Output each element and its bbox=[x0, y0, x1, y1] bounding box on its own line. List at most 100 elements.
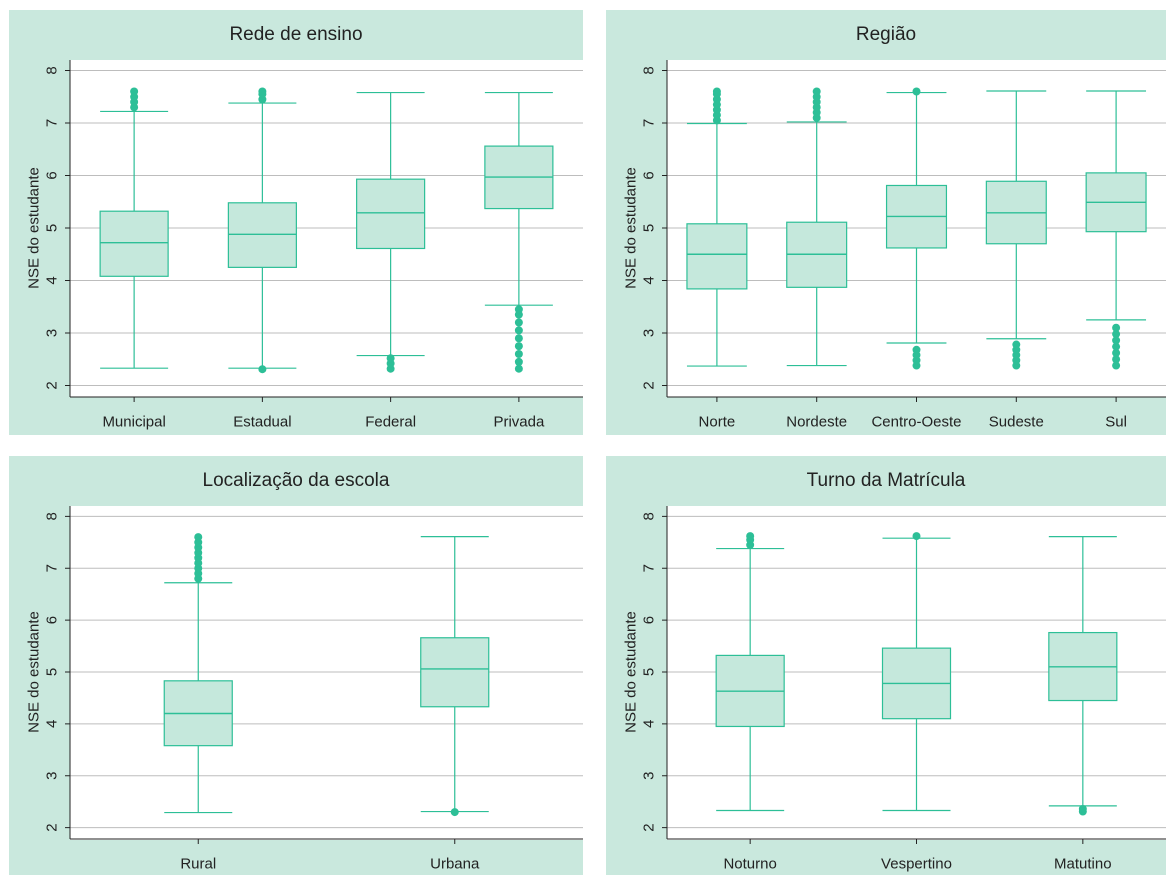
boxplot-chart: 2 3 4 5 6 7 8 NSE do estudante Noturno Vespertino… bbox=[623, 506, 1166, 873]
chart-panel-regiao: Região 2 3 4 5 6 7 8 NSE do estudante Norte Norde… bbox=[606, 10, 1166, 435]
y-tick-label: 6 bbox=[641, 616, 658, 624]
box-group bbox=[686, 87, 748, 367]
box-group bbox=[786, 87, 848, 367]
outlier-point bbox=[514, 318, 523, 327]
box-group bbox=[356, 91, 426, 373]
chart-title: Região bbox=[855, 24, 917, 45]
x-tick-label: Privada bbox=[493, 414, 545, 431]
y-tick-label: 8 bbox=[44, 66, 61, 74]
box-group bbox=[715, 532, 785, 812]
outlier-point bbox=[912, 345, 921, 354]
outlier-point bbox=[1112, 355, 1121, 364]
y-tick-label: 2 bbox=[44, 823, 61, 831]
box-group bbox=[420, 536, 490, 817]
chart-title: Turno da Matrícula bbox=[806, 470, 966, 491]
outlier-point bbox=[514, 364, 523, 373]
outlier-point bbox=[258, 365, 267, 374]
x-tick-label: Vespertino bbox=[881, 856, 952, 873]
iqr-box bbox=[686, 223, 748, 290]
outlier-point bbox=[912, 532, 921, 541]
x-tick-label: Sul bbox=[1105, 414, 1127, 431]
outlier-point bbox=[812, 87, 821, 96]
chart-panel-rede-de-ensino: Rede de ensino 2 3 4 5 6 7 8 NSE do estudante Mu… bbox=[9, 10, 583, 435]
outlier-point bbox=[514, 334, 523, 343]
outlier-point bbox=[514, 342, 523, 351]
chart-title: Rede de ensino bbox=[229, 24, 363, 45]
outlier-point bbox=[1078, 804, 1087, 813]
box-group bbox=[163, 533, 233, 814]
y-tick-label: 3 bbox=[641, 329, 658, 337]
x-tick-label: Norte bbox=[699, 414, 736, 431]
y-tick-label: 8 bbox=[641, 66, 658, 74]
outlier-point bbox=[1112, 361, 1121, 370]
outlier-point bbox=[912, 87, 921, 96]
plot-area bbox=[70, 506, 583, 840]
box-group bbox=[99, 87, 169, 369]
chart-title: Localização da escola bbox=[202, 470, 390, 491]
y-tick-label: 6 bbox=[44, 171, 61, 179]
boxplot-chart: 2 3 4 5 6 7 8 NSE do estudante Municipal Estadual… bbox=[26, 60, 583, 431]
y-tick-label: 4 bbox=[44, 720, 61, 728]
box-group bbox=[227, 87, 297, 374]
y-tick-label: 4 bbox=[44, 276, 61, 284]
outlier-point bbox=[1112, 348, 1121, 357]
y-tick-label: 7 bbox=[44, 564, 61, 572]
outlier-point bbox=[1112, 336, 1121, 345]
box-group bbox=[985, 90, 1047, 370]
y-tick-label: 5 bbox=[44, 668, 61, 676]
y-tick-label: 2 bbox=[641, 381, 658, 389]
outlier-point bbox=[1012, 340, 1021, 349]
y-tick-label: 5 bbox=[641, 224, 658, 232]
iqr-box bbox=[99, 210, 169, 277]
outlier-point bbox=[514, 326, 523, 335]
iqr-box bbox=[356, 178, 426, 250]
outlier-point bbox=[746, 532, 755, 541]
y-tick-label: 7 bbox=[641, 564, 658, 572]
iqr-box bbox=[227, 202, 297, 268]
y-tick-label: 2 bbox=[44, 381, 61, 389]
y-axis-title: NSE do estudante bbox=[623, 167, 640, 289]
chart-panel-turno-da-matricula: Turno da Matrícula 2 3 4 5 6 7 8 NSE do estudan… bbox=[606, 456, 1166, 875]
x-tick-label: Urbana bbox=[430, 856, 480, 873]
y-axis-title: NSE do estudante bbox=[26, 611, 43, 733]
outlier-point bbox=[258, 87, 267, 96]
y-axis-title: NSE do estudante bbox=[26, 167, 43, 289]
y-tick-label: 6 bbox=[641, 171, 658, 179]
y-tick-label: 8 bbox=[44, 512, 61, 520]
outlier-point bbox=[514, 350, 523, 358]
boxplot-chart: 2 3 4 5 6 7 8 NSE do estudante Rural Urbana bbox=[26, 506, 583, 873]
y-tick-label: 4 bbox=[641, 276, 658, 284]
boxplot-chart: 2 3 4 5 6 7 8 NSE do estudante Norte Nordeste Cent… bbox=[623, 60, 1166, 431]
y-tick-label: 5 bbox=[44, 224, 61, 232]
outlier-point bbox=[130, 87, 139, 96]
y-tick-label: 8 bbox=[641, 512, 658, 520]
box-group bbox=[484, 91, 554, 373]
y-tick-label: 2 bbox=[641, 823, 658, 831]
box-group bbox=[881, 532, 952, 812]
outlier-point bbox=[1112, 323, 1121, 332]
outlier-point bbox=[514, 305, 523, 314]
x-tick-label: Municipal bbox=[102, 414, 165, 431]
y-tick-label: 3 bbox=[44, 329, 61, 337]
y-tick-label: 7 bbox=[44, 119, 61, 127]
iqr-box bbox=[420, 637, 490, 708]
y-tick-label: 4 bbox=[641, 720, 658, 728]
x-tick-label: Centro-Oeste bbox=[871, 414, 961, 431]
x-tick-label: Matutino bbox=[1054, 856, 1112, 873]
outlier-point bbox=[1112, 330, 1121, 339]
y-tick-label: 3 bbox=[44, 772, 61, 780]
y-tick-label: 5 bbox=[641, 668, 658, 676]
x-tick-label: Sudeste bbox=[989, 414, 1044, 431]
x-tick-label: Rural bbox=[180, 856, 216, 873]
outlier-point bbox=[514, 357, 523, 366]
chart-panel-localizacao-da-escola: Localização da escola 2 3 4 5 6 7 8 NSE do estu… bbox=[9, 456, 583, 875]
x-tick-label: Noturno bbox=[723, 856, 776, 873]
outlier-point bbox=[712, 87, 721, 96]
outlier-point bbox=[194, 533, 203, 542]
box-group bbox=[1048, 536, 1118, 816]
y-tick-label: 7 bbox=[641, 119, 658, 127]
box-group bbox=[1085, 90, 1147, 370]
x-tick-label: Estadual bbox=[233, 414, 291, 431]
y-axis-title: NSE do estudante bbox=[623, 611, 640, 733]
outlier-point bbox=[1112, 342, 1121, 351]
